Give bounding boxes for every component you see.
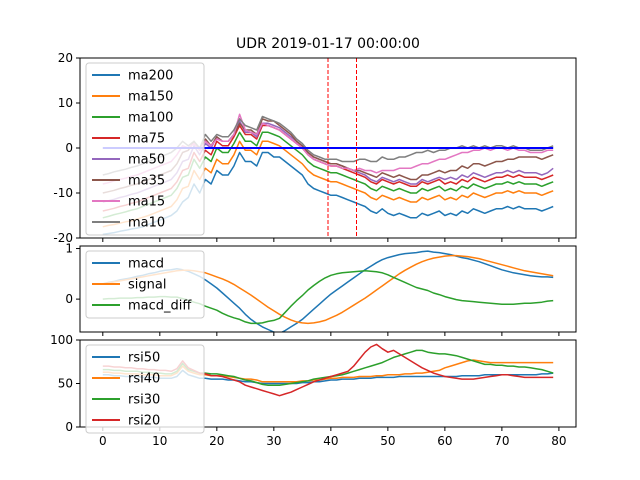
legend-entry: macd_diff — [128, 299, 192, 314]
y-tick-label: 1 — [65, 242, 73, 256]
legend-entry: rsi50 — [128, 351, 160, 366]
legend-entry: signal — [128, 278, 166, 293]
x-tick-label: 40 — [323, 434, 338, 448]
x-tick-label: 70 — [494, 434, 509, 448]
legend-entry: macd — [128, 257, 164, 272]
x-tick-label: 10 — [152, 434, 167, 448]
y-tick-label: 50 — [58, 377, 73, 391]
legend: macd signal macd_diff — [85, 250, 205, 319]
x-tick-label: 30 — [266, 434, 281, 448]
ma-panel: -20-1001020ma200ma150ma100ma75ma50ma35ma… — [53, 51, 577, 245]
legend-entry: ma35 — [128, 174, 165, 189]
legend-entry: ma50 — [128, 153, 165, 168]
legend-entry: rsi20 — [128, 414, 160, 429]
x-tick-label: 50 — [380, 434, 395, 448]
legend: ma200 ma150 ma100 ma75 ma50 ma35 ma15 ma10 — [85, 62, 205, 236]
x-tick-label: 60 — [437, 434, 452, 448]
legend-entry: ma150 — [128, 90, 173, 105]
legend-entry: ma15 — [128, 195, 165, 210]
y-tick-label: 100 — [50, 333, 73, 347]
legend-box — [85, 344, 205, 434]
y-tick-label: 10 — [58, 96, 73, 110]
legend: rsi50 rsi40 rsi30 rsi20 — [85, 344, 205, 434]
legend-entry: rsi30 — [128, 393, 160, 408]
y-tick-label: -10 — [53, 186, 73, 200]
x-tick-label: 20 — [209, 434, 224, 448]
macd-panel: 0 1 macd signal macd_diff — [65, 242, 577, 336]
legend-entry: ma100 — [128, 111, 173, 126]
y-tick-label: 20 — [58, 51, 73, 65]
legend-box — [85, 62, 205, 236]
y-tick-label: 0 — [65, 292, 73, 306]
legend-box — [85, 250, 205, 319]
axes-frame — [79, 245, 577, 333]
legend-entry: ma75 — [128, 132, 165, 147]
legend-entry: ma10 — [128, 216, 165, 231]
y-tick-label: -20 — [53, 231, 73, 245]
legend-entry: rsi40 — [128, 372, 160, 387]
chart-title: UDR 2019-01-17 00:00:00 — [236, 36, 420, 52]
y-tick-label: 0 — [65, 420, 73, 434]
legend-entry: ma200 — [128, 69, 173, 84]
x-tick-label: 0 — [99, 434, 107, 448]
y-tick-label: 0 — [65, 141, 73, 155]
x-tick-label: 80 — [551, 434, 566, 448]
